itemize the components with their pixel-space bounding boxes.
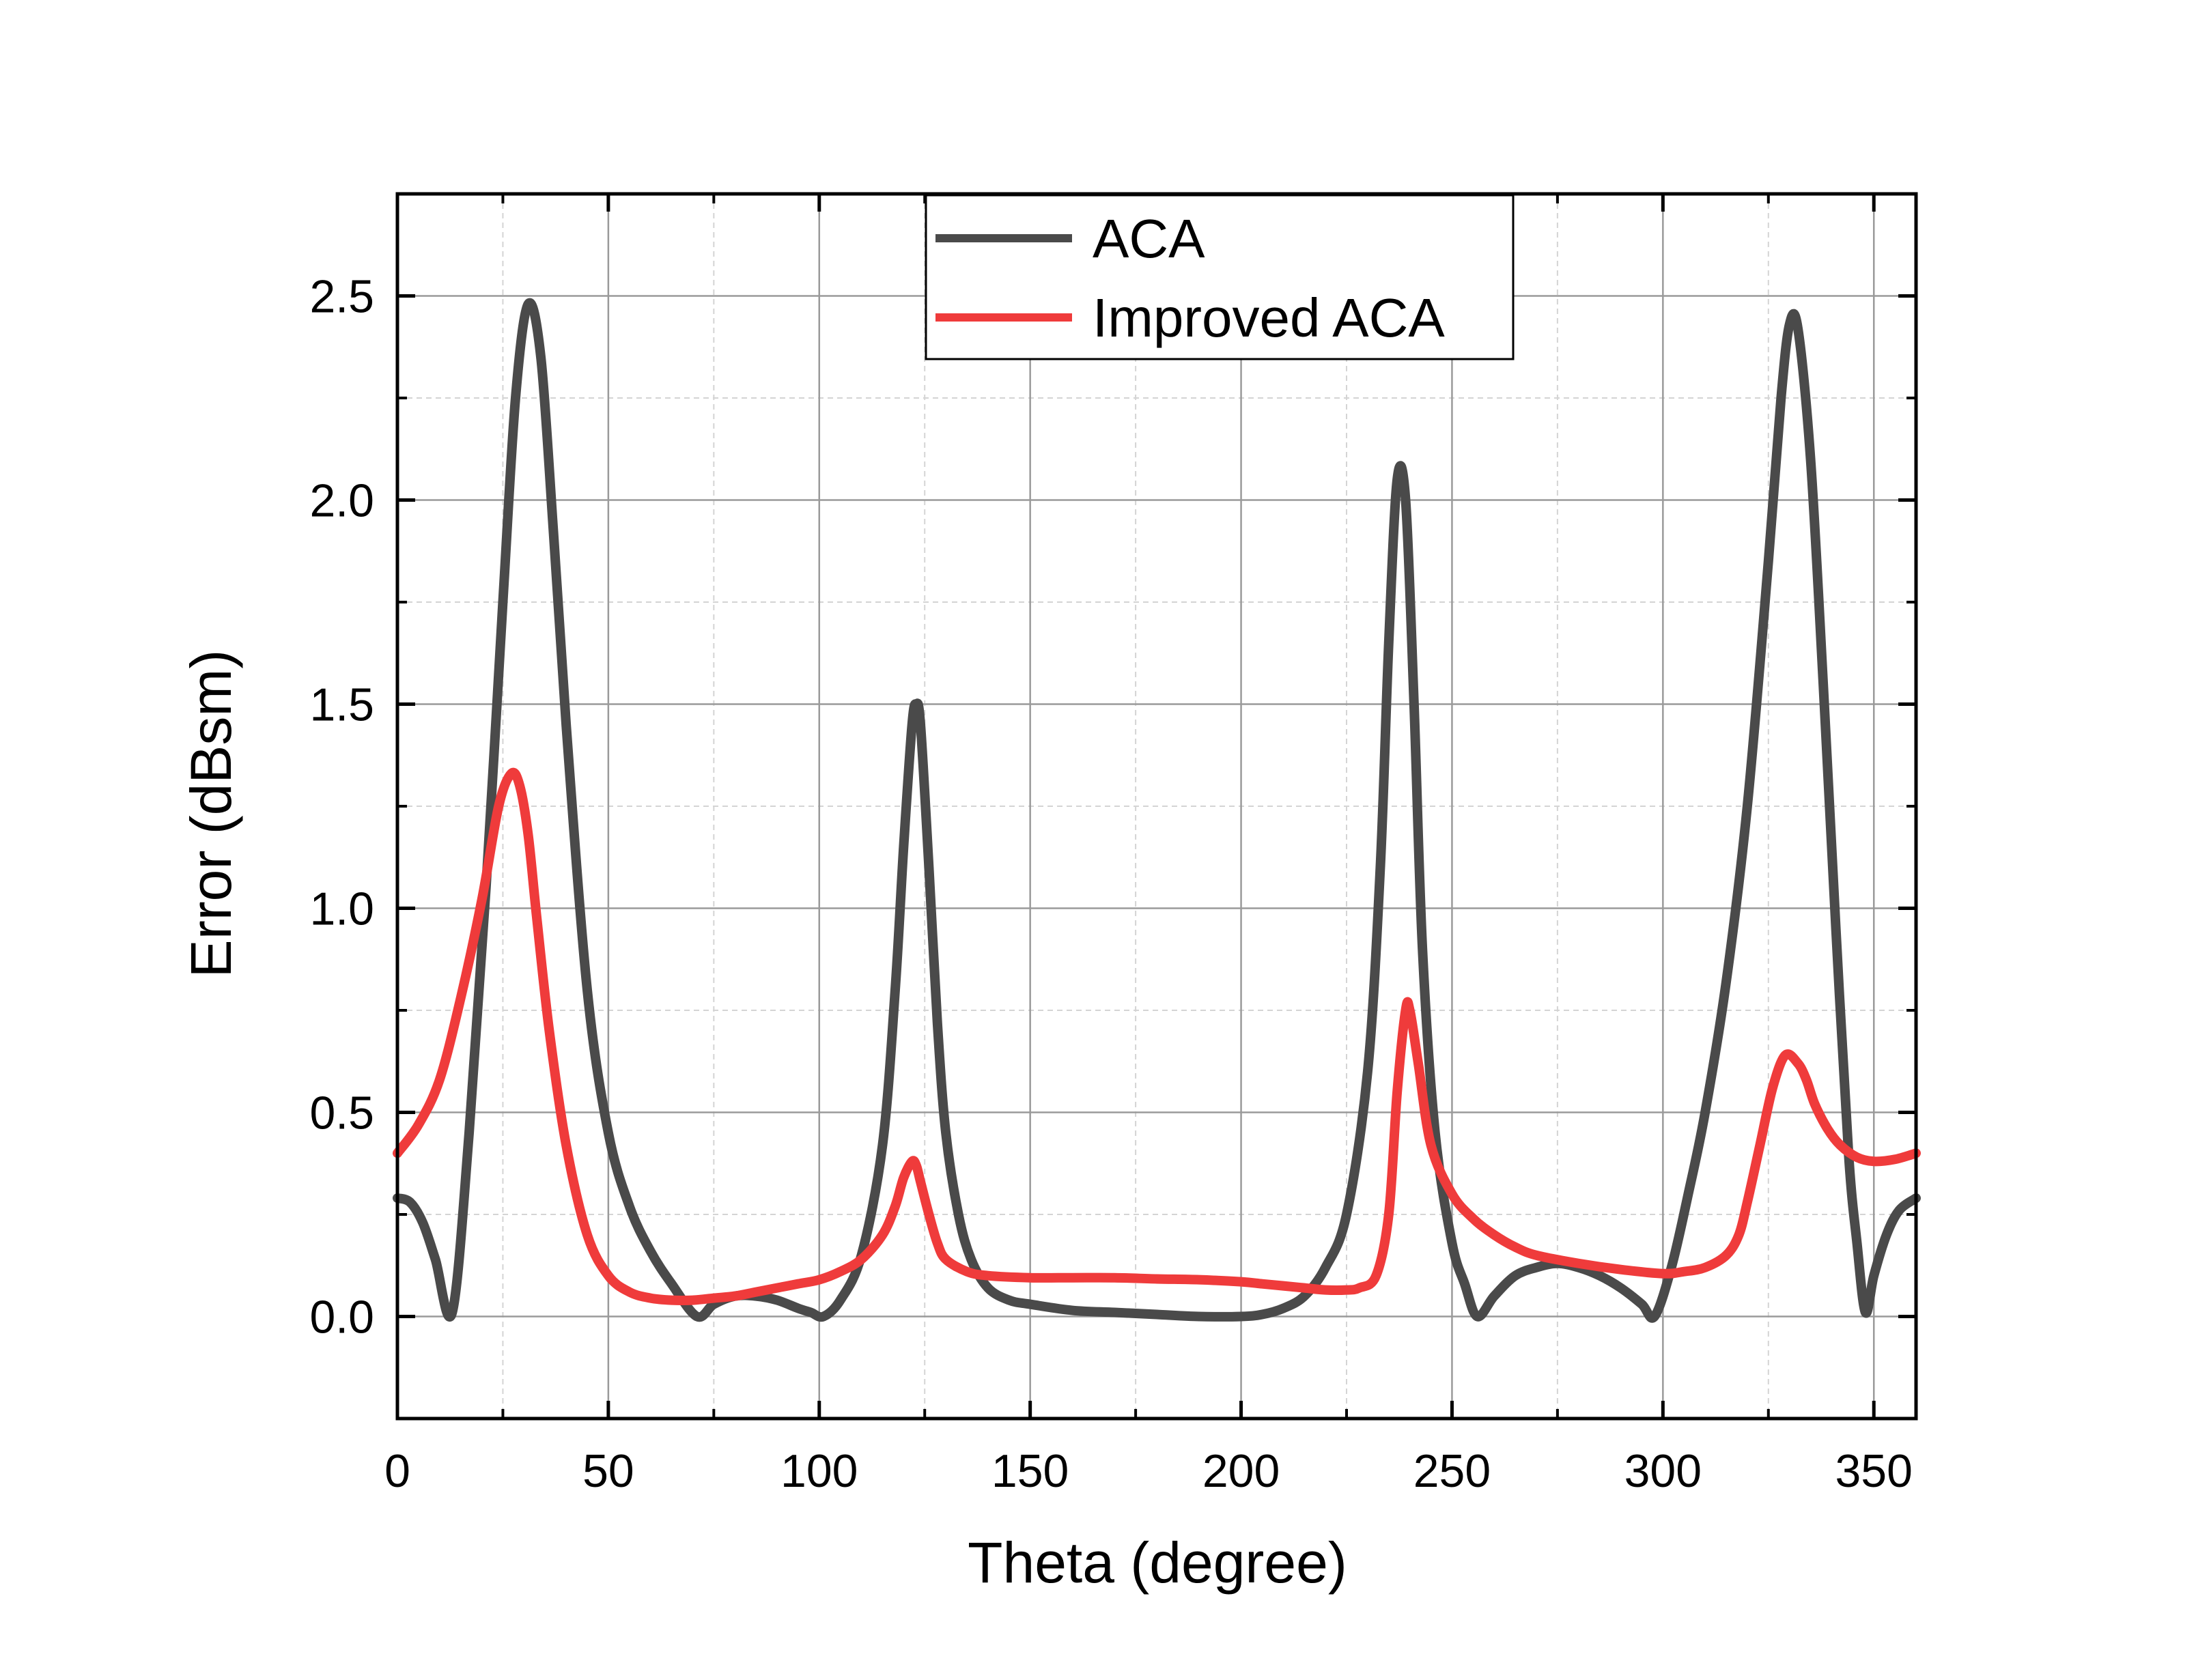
y-axis-title: Error (dBsm) — [179, 650, 243, 978]
x-tick-label: 250 — [1413, 1445, 1491, 1497]
x-tick-label: 150 — [991, 1445, 1069, 1497]
x-tick-label: 200 — [1202, 1445, 1280, 1497]
x-tick-label: 50 — [582, 1445, 634, 1497]
y-tick-labels: 0.0 0.5 1.0 1.5 2.0 2.5 — [309, 271, 374, 1343]
y-tick-label: 0.5 — [309, 1087, 374, 1139]
series-lines — [393, 298, 1921, 1323]
x-tick-label: 0 — [384, 1445, 410, 1497]
x-tick-label: 350 — [1835, 1445, 1912, 1497]
legend-box — [925, 194, 1515, 360]
legend-label-improved-aca: Improved ACA — [1093, 287, 1445, 348]
y-tick-label: 0.0 — [309, 1292, 374, 1343]
x-tick-label: 100 — [780, 1445, 858, 1497]
y-tick-label: 1.5 — [309, 679, 374, 731]
y-tick-label: 1.0 — [309, 883, 374, 935]
series-line-aca — [393, 298, 1921, 1323]
legend: ACA Improved ACA — [925, 194, 1515, 360]
y-tick-label: 2.0 — [309, 475, 374, 527]
x-tick-labels: 0 50 100 150 200 250 300 350 — [384, 1445, 1913, 1497]
grid — [397, 194, 1916, 1419]
x-axis-title: Theta (degree) — [968, 1530, 1347, 1595]
legend-label-aca: ACA — [1093, 208, 1205, 269]
series-line-improved-aca — [393, 767, 1921, 1305]
y-tick-label: 2.5 — [309, 271, 374, 323]
x-tick-label: 300 — [1624, 1445, 1702, 1497]
